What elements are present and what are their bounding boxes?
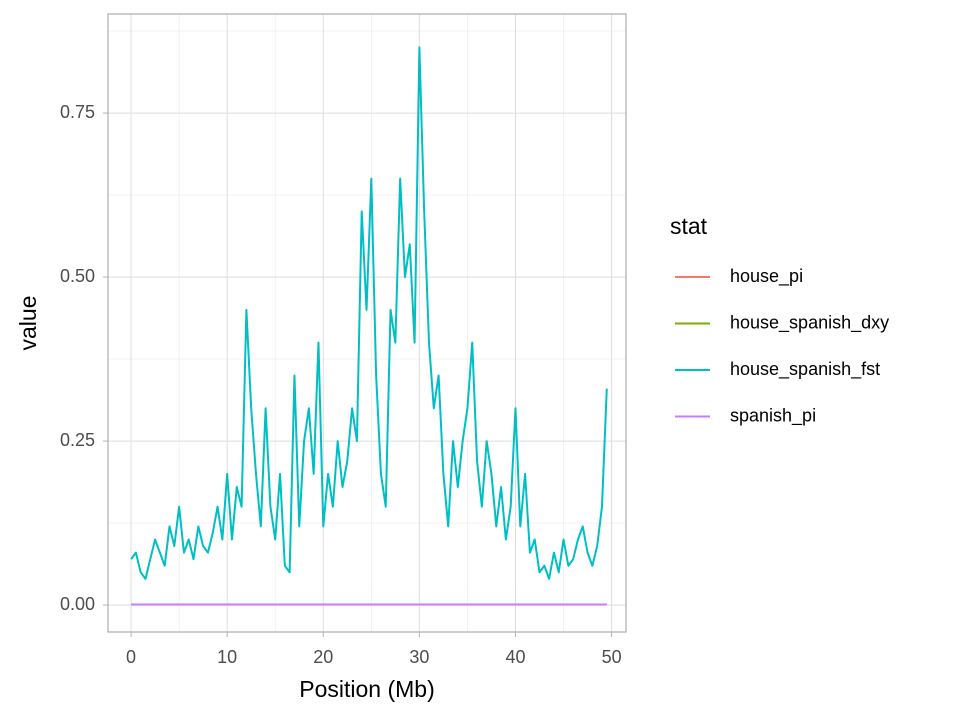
y-axis-title: value (15, 296, 41, 351)
y-tick-label: 0.00 (60, 594, 95, 614)
legend-label: house_pi (730, 266, 803, 287)
x-tick-label: 50 (602, 647, 622, 667)
legend-label: house_spanish_fst (730, 359, 880, 380)
y-tick-label: 0.25 (60, 430, 95, 450)
x-tick-label: 30 (409, 647, 429, 667)
x-axis-title: Position (Mb) (299, 676, 434, 702)
legend-label: house_spanish_dxy (730, 312, 889, 333)
series-line (130, 46, 608, 580)
legend-label: spanish_pi (730, 405, 816, 426)
legend-title: stat (670, 213, 708, 239)
x-tick-label: 40 (505, 647, 525, 667)
y-tick-label: 0.50 (60, 266, 95, 286)
x-tick-label: 20 (313, 647, 333, 667)
y-tick-label: 0.75 (60, 102, 95, 122)
x-tick-label: 10 (217, 647, 237, 667)
panel-border (107, 13, 627, 633)
x-tick-label: 0 (126, 647, 136, 667)
